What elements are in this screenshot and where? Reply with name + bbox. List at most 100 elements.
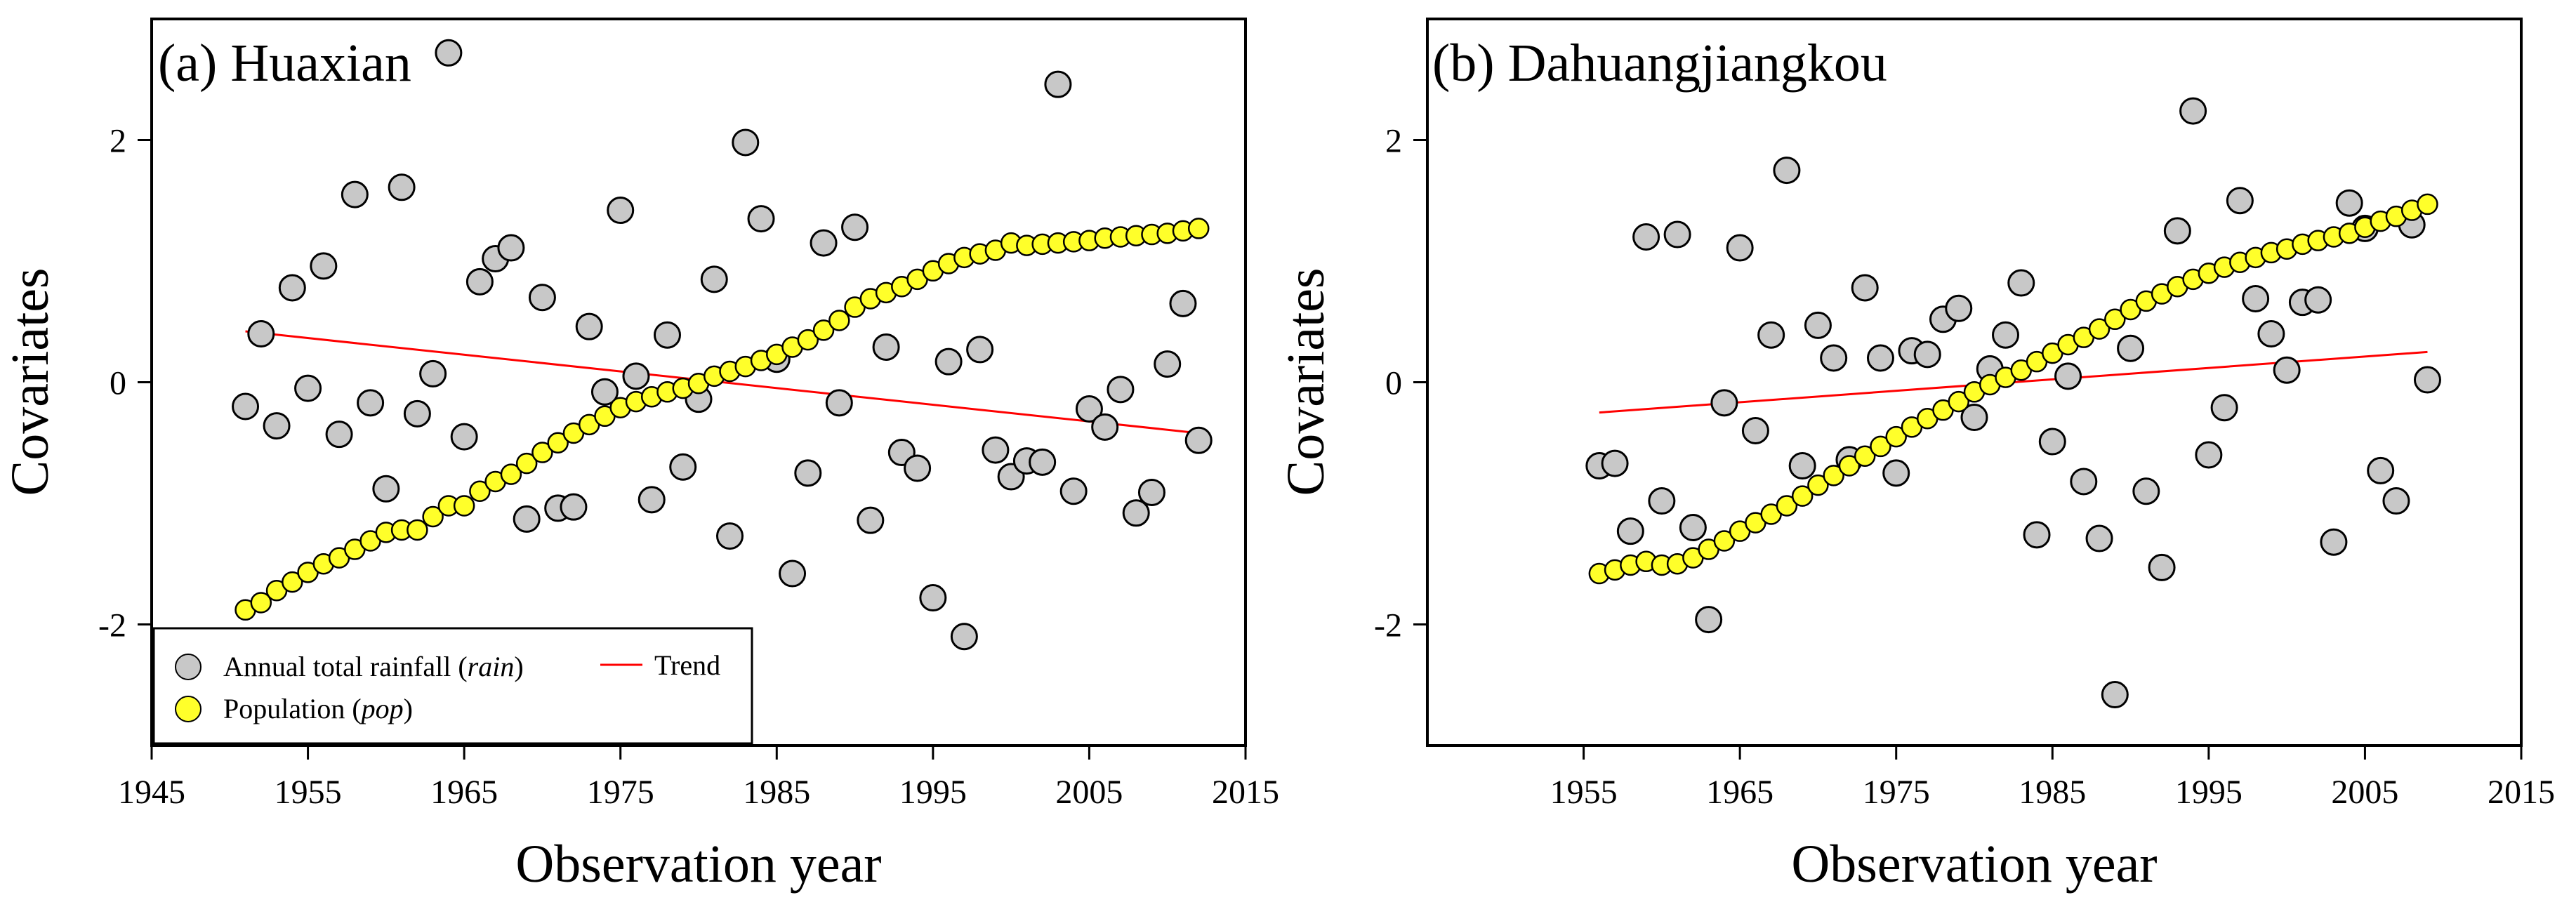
rainfall-point	[278, 274, 306, 302]
population-point	[282, 571, 303, 593]
rainfall-point	[2367, 456, 2395, 484]
rainfall-point	[1059, 477, 1088, 505]
rainfall-point	[450, 423, 478, 451]
rainfall-point	[653, 321, 681, 349]
y-tick-label: -2	[1374, 607, 1402, 644]
y-tick-label: 2	[1385, 123, 1402, 160]
legend-trend-label: Trend	[654, 649, 720, 681]
legend-rain-marker	[175, 654, 202, 680]
rainfall-point	[2210, 394, 2238, 422]
x-tick-label: 2015	[2488, 774, 2555, 811]
rainfall-point	[2117, 334, 2145, 362]
x-tick-label: 1975	[587, 774, 654, 811]
population-point	[2104, 308, 2126, 331]
rainfall-point	[419, 359, 447, 388]
y-tick-label: -2	[98, 607, 126, 644]
population-point	[1870, 435, 1891, 458]
rainfall-point	[1945, 294, 1973, 322]
x-tick-label: 2005	[1055, 774, 1123, 811]
rainfall-point	[1882, 459, 1910, 487]
population-point	[515, 452, 538, 475]
panel-huaxian: 1945 1955 1965 1975 1985 1995 2005 2015 -2 0 2 (a)…	[1, 18, 1279, 894]
x-tick-label: 1985	[743, 774, 810, 811]
legend-pop-label: Population (pop)	[223, 693, 413, 724]
x-tick-label: 1965	[430, 774, 498, 811]
rainfall-point	[2179, 97, 2207, 125]
rainfall-point	[2273, 356, 2301, 384]
population-point	[1807, 474, 1829, 496]
rainfall-point	[2335, 189, 2363, 217]
rainfall-point	[357, 389, 385, 417]
rainfall-point	[919, 584, 947, 612]
x-tick-label: 1995	[899, 774, 967, 811]
x-tick-label: 1965	[1706, 774, 1774, 811]
rainfall-point	[2195, 441, 2223, 469]
rainfall-point	[2320, 528, 2348, 556]
rainfall-point	[2163, 217, 2191, 245]
rainfall-point	[1137, 478, 1165, 506]
rainfall-point	[669, 453, 697, 481]
rainfall-point	[2007, 269, 2035, 297]
rainfall-point	[1726, 234, 1754, 262]
rainfall-point	[528, 284, 556, 312]
population-point	[531, 442, 553, 463]
rainfall-point	[1044, 70, 1072, 98]
rainfall-point	[325, 420, 353, 449]
rainfall-point	[247, 320, 275, 347]
rainfall-point	[2304, 286, 2332, 314]
rainfall-point	[1663, 220, 1691, 249]
rainfall-point	[982, 436, 1010, 464]
rainfall-point	[513, 505, 541, 533]
rainfall-point	[1075, 395, 1103, 423]
rainfall-point	[1154, 350, 1182, 378]
rainfall-point	[622, 362, 650, 390]
x-tick-label: 1975	[1863, 774, 1930, 811]
rainfall-point	[1820, 344, 1848, 372]
population-point	[1838, 455, 1861, 477]
rainfall-point	[1601, 449, 1629, 477]
legend-box	[152, 627, 753, 745]
rainfall-point	[1788, 452, 1816, 480]
rainfall-point	[575, 312, 603, 340]
rainfall-point	[638, 486, 666, 514]
population-point	[469, 480, 491, 502]
panel-dahuangjiangkou: 1955 1965 1975 1985 1995 2005 2015 -2 0 2 (b) Dah…	[1276, 18, 2555, 894]
rainfall-point	[934, 347, 963, 376]
population-point	[812, 319, 835, 341]
rainfall-point	[403, 399, 431, 428]
x-tick-label: 2015	[1212, 774, 1279, 811]
population-point	[407, 519, 428, 541]
population-point	[797, 329, 819, 351]
panel-dahuangjiangkou-x-axis-label: Observation year	[1791, 835, 2157, 894]
population-point	[453, 495, 475, 517]
x-tick-label: 1985	[2019, 774, 2086, 811]
panel-dahuangjiangkou-plot: 1955 1965 1975 1985 1995 2005 2015 -2 0 2	[1374, 97, 2555, 811]
rainfall-point	[779, 559, 807, 588]
x-tick-label: 1945	[118, 774, 185, 811]
population-point	[1854, 445, 1876, 467]
rainfall-point	[950, 623, 978, 651]
rainfall-point	[2257, 320, 2285, 347]
rainfall-point	[294, 374, 322, 402]
population-point	[828, 310, 850, 331]
rainfall-point	[872, 333, 900, 361]
rainfall-point	[1679, 514, 1707, 541]
rainfall-point	[2242, 284, 2270, 312]
rainfall-point	[966, 336, 994, 364]
rainfall-point	[716, 522, 744, 550]
population-point	[1791, 485, 1814, 507]
panel-dahuangjiangkou-y-axis-label: Covariates	[1276, 267, 1335, 496]
rainfall-point	[904, 454, 932, 482]
population-point	[1885, 425, 1907, 448]
panel-huaxian-plot: 1945 1955 1965 1975 1985 1995 2005 2015 -2 0 2	[98, 39, 1279, 811]
rainfall-point	[341, 180, 369, 208]
x-tick-label: 2005	[2331, 774, 2398, 811]
rainfall-point	[1122, 499, 1150, 527]
population-point	[2417, 193, 2438, 216]
rainfall-point	[607, 197, 635, 225]
rainfall-point	[1757, 321, 1785, 349]
rainfall-point	[560, 493, 588, 521]
rainfall-point	[388, 173, 416, 201]
rainfall-point	[2085, 524, 2113, 552]
